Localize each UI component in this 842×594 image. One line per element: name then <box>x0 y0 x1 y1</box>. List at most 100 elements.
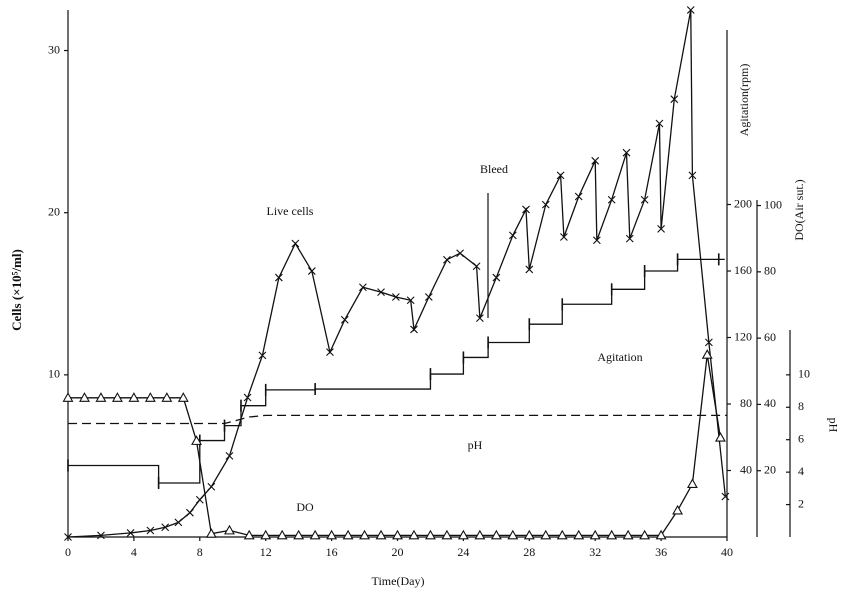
triangle-marker <box>457 529 469 540</box>
triangle-marker <box>425 529 436 540</box>
triangle-marker <box>95 392 107 402</box>
cross-marker <box>472 262 481 271</box>
cross-marker <box>640 195 649 204</box>
x-tick-label: 36 <box>655 545 667 559</box>
cross-marker <box>670 95 679 104</box>
triangle-marker <box>177 392 189 402</box>
y3-tick-label: 40 <box>764 396 776 410</box>
x-tick-label: 24 <box>457 545 469 559</box>
cross-marker <box>274 273 283 282</box>
triangle-marker <box>375 529 387 540</box>
cross-marker <box>126 529 135 537</box>
series-line <box>68 354 722 536</box>
triangle-marker <box>128 392 140 402</box>
x-tick-label: 40 <box>721 545 733 559</box>
x-axis-label: Time(Day) <box>372 574 425 588</box>
y4-tick-label: 10 <box>798 367 810 381</box>
triangle-marker <box>276 529 288 540</box>
x-tick-label: 20 <box>392 545 404 559</box>
cross-marker <box>625 234 634 243</box>
cross-marker <box>525 265 534 274</box>
x-tick-label: 8 <box>197 545 203 559</box>
y2-tick-label: 40 <box>740 462 752 476</box>
y3-tick-label: 100 <box>764 197 782 211</box>
y4-tick-label: 4 <box>798 464 804 478</box>
cross-marker <box>622 148 631 157</box>
cross-marker <box>258 351 267 360</box>
triangle-marker <box>260 529 272 540</box>
x-tick-label: 4 <box>131 545 137 559</box>
cross-marker <box>721 492 730 501</box>
cross-marker <box>574 192 583 201</box>
cross-marker <box>686 6 695 14</box>
y3-tick-label: 20 <box>764 462 776 476</box>
cross-marker <box>326 348 334 357</box>
y-tick-label: 10 <box>48 367 60 381</box>
triangle-marker <box>523 529 535 540</box>
x-tick-label: 16 <box>326 545 338 559</box>
cross-marker <box>410 325 418 334</box>
x-tick-label: 12 <box>260 545 272 559</box>
cross-marker <box>97 531 105 540</box>
triangle-marker <box>309 529 321 540</box>
cross-marker <box>607 195 616 204</box>
cross-marker <box>195 495 204 504</box>
y2-axis-label: Agitation(rpm) <box>737 64 751 137</box>
y4-tick-label: 8 <box>798 399 804 413</box>
triangle-marker <box>62 392 74 402</box>
triangle-marker <box>342 529 354 540</box>
triangle-marker <box>622 529 634 540</box>
cross-marker <box>492 273 501 282</box>
triangle-marker <box>111 392 123 402</box>
cross-marker <box>424 293 433 301</box>
cross-marker <box>657 225 665 233</box>
triangle-marker <box>655 529 667 540</box>
cross-marker <box>146 526 155 535</box>
cross-marker <box>161 523 170 532</box>
triangle-marker <box>540 529 552 540</box>
y4-tick-label: 6 <box>798 431 804 445</box>
annotation: Bleed <box>480 162 508 176</box>
series-label: DO <box>296 500 314 514</box>
series-line <box>67 9 726 538</box>
y3-tick-label: 80 <box>764 264 776 278</box>
cross-marker <box>560 233 568 241</box>
triangle-marker <box>573 529 585 540</box>
cross-marker <box>406 296 415 305</box>
triangle-marker <box>474 529 486 540</box>
cross-marker <box>174 518 183 527</box>
triangle-marker <box>224 524 235 535</box>
triangle-marker <box>589 529 601 540</box>
y3-tick-label: 60 <box>764 330 776 344</box>
triangle-marker <box>686 478 698 489</box>
triangle-marker <box>714 431 726 442</box>
y-tick-label: 30 <box>48 42 60 56</box>
cross-marker <box>307 267 316 275</box>
cross-marker <box>64 533 72 541</box>
triangle-marker <box>490 529 502 540</box>
triangle-marker <box>79 392 90 402</box>
y-axis-label: Cells (×10⁵/ml) <box>9 249 24 331</box>
y4-tick-label: 2 <box>798 496 804 510</box>
triangle-marker <box>606 529 618 540</box>
y4-axis-label: pH <box>826 418 840 433</box>
y3-axis-label: DO(Air sut.) <box>792 179 806 240</box>
series-line <box>68 258 725 484</box>
cross-marker <box>541 200 550 209</box>
cross-marker <box>655 119 664 128</box>
triangle-marker <box>408 529 420 540</box>
triangle-marker <box>556 529 568 540</box>
triangle-marker <box>392 529 403 540</box>
cross-marker <box>556 171 565 180</box>
triangle-marker <box>507 529 519 540</box>
cross-marker <box>688 171 697 180</box>
cross-marker <box>391 293 400 301</box>
triangle-marker <box>441 529 453 540</box>
cross-marker <box>475 314 484 322</box>
triangle-marker <box>161 392 173 402</box>
cross-marker <box>591 156 600 165</box>
cross-marker <box>291 239 300 248</box>
cross-marker <box>225 452 234 460</box>
cross-marker <box>340 315 349 324</box>
series-label: pH <box>468 438 483 452</box>
